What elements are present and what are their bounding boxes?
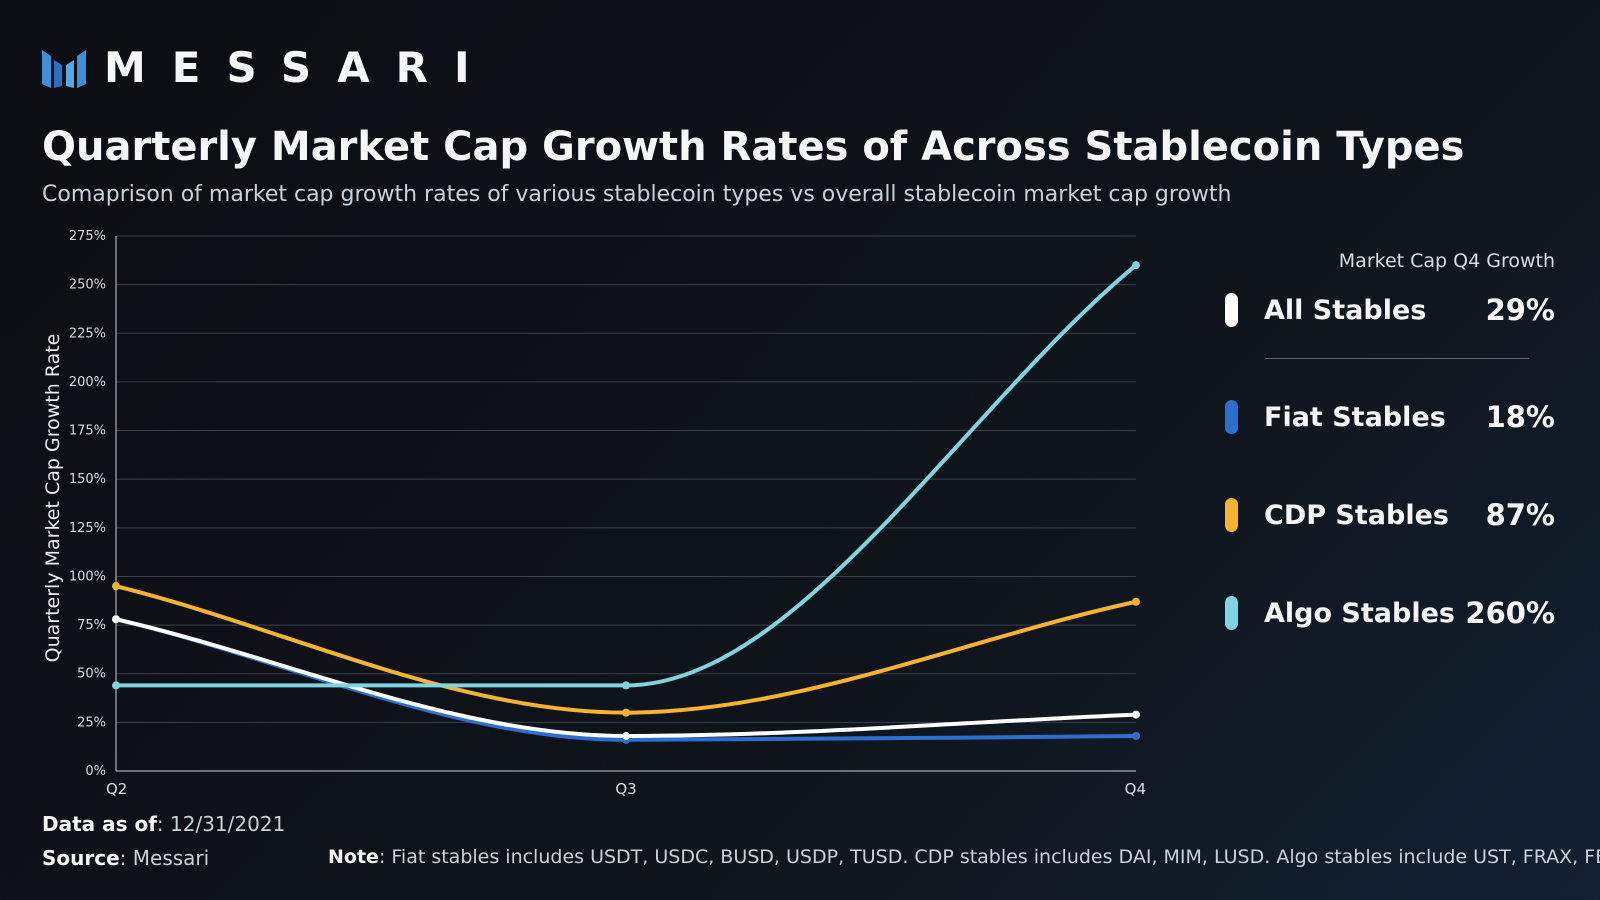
y-tick-label: 275%: [69, 229, 106, 244]
messari-logo-icon: [42, 50, 86, 88]
x-tick-label: Q3: [615, 780, 636, 798]
y-tick-label: 25%: [77, 715, 106, 730]
series-lines: [112, 261, 1140, 744]
data-point-algo: [1132, 261, 1140, 270]
legend-item-cdp-stables: CDP Stables 87%: [1215, 489, 1555, 541]
series-cdp: [112, 582, 1140, 717]
legend-divider: [1265, 358, 1529, 359]
grid-lines: [116, 235, 1136, 772]
brand-logo: MESSARI: [42, 46, 496, 90]
x-tick-label: Q4: [1125, 780, 1146, 798]
data-point-cdp: [622, 708, 630, 717]
y-tick-label: 125%: [69, 521, 106, 536]
series-algo: [112, 261, 1140, 690]
legend: Market Cap Q4 Growth All Stables 29% Fia…: [1215, 250, 1555, 639]
series-line-cdp: [114, 584, 1138, 715]
legend-value: 87%: [1485, 498, 1555, 532]
footer-note-label: Note: [328, 846, 379, 868]
legend-value: 260%: [1465, 596, 1555, 630]
legend-label: CDP Stables: [1264, 499, 1449, 531]
legend-label: All Stables: [1264, 294, 1427, 326]
data-point-all: [112, 615, 120, 624]
series-line-algo: [114, 263, 1138, 688]
footer-data-label: Data as of: [42, 812, 157, 836]
y-tick-label: 75%: [77, 618, 106, 633]
y-tick-label: 50%: [77, 667, 106, 682]
y-tick-label: 150%: [69, 472, 106, 487]
y-tick-labels: 0% 25% 50% 75% 100% 125% 150% 175% 200% 225% 250% 2…: [69, 229, 106, 779]
data-point-fiat: [1132, 731, 1140, 740]
y-axis-label: Quarterly Market Cap Growth Rate: [42, 334, 64, 663]
series-fiat: [112, 615, 1140, 744]
footer-source-value: : Messari: [119, 846, 210, 870]
series-all: [112, 615, 1140, 740]
legend-item-all-stables: All Stables 29%: [1215, 284, 1555, 336]
legend-item-fiat-stables: Fiat Stables 18%: [1215, 391, 1555, 443]
data-point-all: [1132, 710, 1140, 719]
chart-subtitle: Comaprison of market cap growth rates of…: [42, 182, 1232, 207]
legend-label: Fiat Stables: [1264, 401, 1446, 433]
legend-header: Market Cap Q4 Growth: [1338, 250, 1555, 272]
data-point-all: [622, 731, 630, 740]
legend-item-algo-stables: Algo Stables 260%: [1215, 587, 1555, 639]
axes: [115, 236, 1136, 772]
legend-swatch-all: [1225, 293, 1238, 327]
y-tick-label: 250%: [69, 278, 106, 293]
data-point-cdp: [112, 582, 120, 591]
legend-swatch-cdp: [1225, 498, 1238, 532]
chart-title: Quarterly Market Cap Growth Rates of Acr…: [42, 124, 1465, 170]
footer-source-label: Source: [42, 846, 120, 870]
footer-source: Source: Messari: [42, 846, 209, 870]
x-tick-labels: Q2 Q3 Q4: [106, 780, 1146, 798]
footer-note-value: : Fiat stables includes USDT, USDC, BUSD…: [378, 846, 1600, 868]
data-point-algo: [622, 681, 630, 690]
series-line-all: [114, 617, 1138, 738]
y-tick-label: 100%: [69, 569, 106, 584]
x-tick-label: Q2: [106, 780, 127, 798]
legend-value: 29%: [1485, 293, 1555, 327]
data-point-algo: [112, 681, 120, 690]
footer-data-as-of: Data as of: 12/31/2021: [42, 812, 285, 836]
y-tick-label: 175%: [69, 424, 106, 439]
brand-name: MESSARI: [104, 43, 496, 92]
y-tick-label: 200%: [69, 375, 106, 390]
legend-swatch-fiat: [1225, 400, 1238, 434]
y-tick-label: 225%: [69, 326, 106, 341]
footer-data-value: : 12/31/2021: [156, 812, 286, 836]
legend-value: 18%: [1485, 400, 1555, 434]
legend-swatch-algo: [1225, 596, 1238, 630]
legend-label: Algo Stables: [1264, 597, 1455, 629]
y-tick-label: 0%: [85, 764, 106, 779]
data-point-cdp: [1132, 597, 1140, 606]
footer-note: Note: Fiat stables includes USDT, USDC, …: [328, 846, 1600, 868]
